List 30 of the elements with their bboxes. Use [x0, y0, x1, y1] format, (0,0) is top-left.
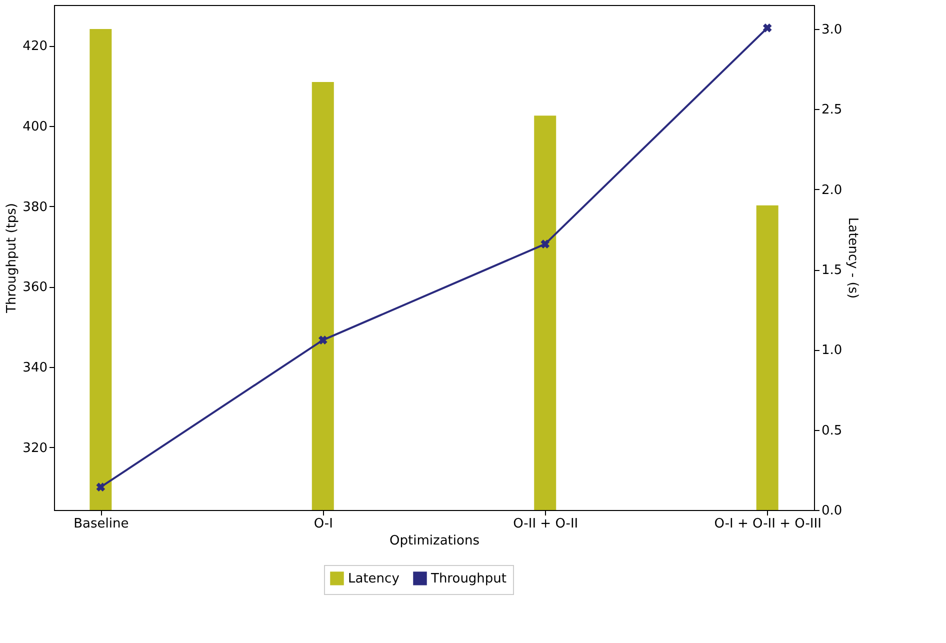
y-tick-label: 400: [22, 119, 48, 134]
legend-label: Throughput: [430, 571, 507, 586]
point: [540, 240, 550, 248]
bar: [534, 116, 556, 510]
y2-tick-label: 1.0: [822, 343, 842, 358]
x-tick-label: O-I + O-II + O-III: [714, 516, 822, 532]
y2-tick-label: 1.5: [822, 263, 842, 278]
point: [762, 23, 772, 32]
x-tick-label: O-I: [314, 516, 333, 532]
x-tick-label: Baseline: [74, 516, 129, 532]
y2-axis-title: Latency - (s): [845, 217, 860, 299]
y2-tick-label: 3.0: [822, 22, 842, 38]
bar: [312, 82, 334, 510]
bar: [90, 29, 112, 510]
y-tick-label: 360: [22, 280, 48, 296]
x-axis-title: Optimizations: [390, 534, 480, 548]
y-tick-label: 340: [22, 360, 48, 376]
point: [318, 336, 328, 344]
x-tick-label: O-II + O-II: [513, 516, 578, 532]
y2-tick-label: 2.0: [822, 182, 842, 198]
legend-label: Latency: [348, 571, 400, 586]
y-axis-title: Throughput (tps): [4, 203, 20, 314]
y-tick-label: 320: [22, 440, 48, 456]
bar: [756, 205, 778, 510]
y2-tick-label: 0.0: [822, 504, 842, 518]
y-tick-label: 420: [22, 39, 48, 54]
y-tick-label: 380: [22, 200, 48, 215]
y2-tick-label: 0.5: [822, 423, 842, 438]
point: [96, 482, 106, 492]
y2-tick-label: 2.5: [822, 102, 842, 118]
